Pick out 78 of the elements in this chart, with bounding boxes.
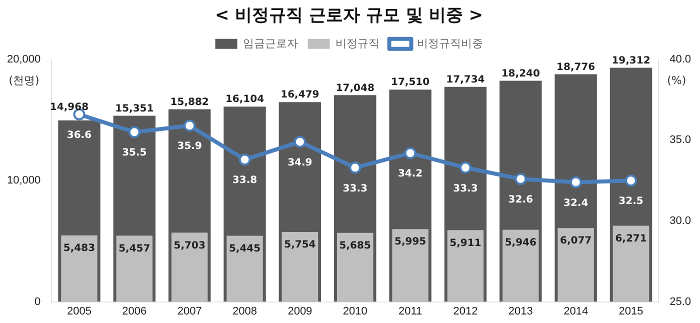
point xyxy=(294,136,306,148)
y2-tick-label: 35.0 xyxy=(670,134,692,146)
data-label: 17,048 xyxy=(336,82,374,94)
point xyxy=(349,162,362,174)
data-label: 5,703 xyxy=(174,240,206,252)
bar xyxy=(558,228,594,302)
data-label: 18,240 xyxy=(501,68,540,80)
x-tick-label: 2009 xyxy=(288,305,312,318)
data-label: 14,968 xyxy=(50,102,89,113)
x-tick-label: 2008 xyxy=(232,305,258,318)
legend-label: 임금근로자 xyxy=(242,36,298,50)
data-label: 35.9 xyxy=(177,141,202,152)
data-label: 5,911 xyxy=(450,238,482,249)
x-tick-label: 2012 xyxy=(453,305,478,318)
point xyxy=(404,147,416,160)
x-tick-label: 2013 xyxy=(508,305,533,318)
y2-tick-label: 30.0 xyxy=(670,215,692,228)
bar xyxy=(61,235,98,302)
bar xyxy=(171,232,208,302)
data-label: 17,734 xyxy=(446,74,485,86)
data-label: 5,946 xyxy=(504,237,536,248)
data-label: 19,312 xyxy=(612,55,650,66)
point xyxy=(128,126,140,138)
data-label: 5,685 xyxy=(339,240,371,252)
x-tick-label: 2011 xyxy=(398,305,422,318)
data-label: 16,479 xyxy=(280,90,320,101)
data-label: 32.5 xyxy=(618,196,644,208)
y-tick-label: 20,000 xyxy=(6,53,41,66)
bar xyxy=(612,226,650,302)
data-label: 15,882 xyxy=(170,96,209,108)
data-label: 33.3 xyxy=(342,183,368,194)
chart-title: < 비정규직 근로자 규모 및 비중 > xyxy=(215,6,483,26)
data-label: 5,754 xyxy=(284,240,316,251)
x-tick-label: 2010 xyxy=(342,305,368,318)
bar xyxy=(392,229,428,302)
data-label: 32.6 xyxy=(508,194,534,206)
point xyxy=(514,172,527,185)
legend-label: 비정규직 xyxy=(335,36,380,50)
data-label: 5,483 xyxy=(63,242,96,254)
x-tick-label: 2015 xyxy=(618,305,644,318)
bar xyxy=(282,232,318,302)
data-label: 34.2 xyxy=(398,168,423,180)
data-label: 5,995 xyxy=(394,236,426,248)
data-label: 32.4 xyxy=(563,198,588,209)
point xyxy=(459,162,472,174)
bar xyxy=(447,230,484,302)
bar xyxy=(502,230,539,302)
data-label: 5,457 xyxy=(118,243,150,254)
data-label: 15,351 xyxy=(115,103,154,114)
point xyxy=(184,120,196,132)
data-label: 34.9 xyxy=(288,157,312,168)
data-label: 35.5 xyxy=(122,148,147,159)
point xyxy=(238,154,251,166)
y2-tick-label: 40.0 xyxy=(670,53,692,66)
data-label: 33.3 xyxy=(453,183,478,194)
legend-label: 비정규직비중 xyxy=(416,36,483,50)
y-axis-title: (천명) xyxy=(8,74,40,87)
point xyxy=(625,174,638,187)
y-tick-label: 0 xyxy=(34,296,41,308)
data-label: 17,510 xyxy=(391,77,430,88)
y2-tick-label: 25.0 xyxy=(670,296,692,308)
data-label: 5,445 xyxy=(228,243,261,254)
x-tick-label: 2014 xyxy=(564,305,588,318)
point xyxy=(570,176,582,188)
data-label: 6,077 xyxy=(560,236,592,247)
y2-axis-title: (%) xyxy=(667,74,686,87)
x-tick-label: 2007 xyxy=(177,305,202,318)
data-label: 16,104 xyxy=(225,94,264,106)
data-label: 36.6 xyxy=(66,130,92,141)
x-tick-label: 2006 xyxy=(122,305,147,318)
bar xyxy=(116,236,153,302)
bar xyxy=(226,236,263,302)
data-label: 33.8 xyxy=(232,175,258,186)
data-label: 6,271 xyxy=(615,233,647,244)
data-label: 18,776 xyxy=(556,62,596,73)
bar xyxy=(336,232,374,302)
x-tick-label: 2005 xyxy=(66,305,92,318)
y-tick-label: 10,000 xyxy=(6,174,41,187)
